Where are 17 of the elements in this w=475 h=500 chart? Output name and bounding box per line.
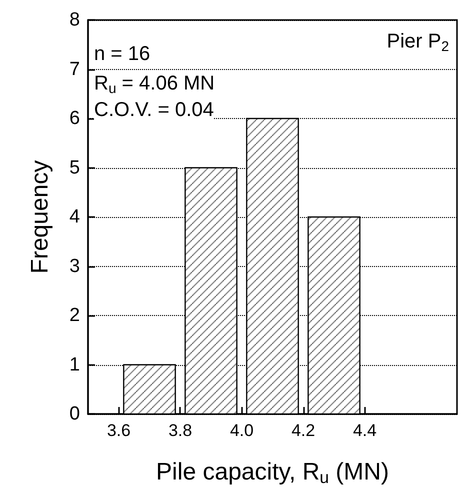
- x-tick-label: 3.8: [168, 421, 192, 440]
- x-tick-label: 3.6: [106, 421, 131, 440]
- annotation: C.O.V. = 0.04: [94, 99, 214, 121]
- y-tick-label: 0: [69, 404, 80, 424]
- y-tick-label: 5: [69, 157, 80, 178]
- annotation: n = 16: [94, 43, 150, 65]
- y-axis-title: Frequency: [26, 160, 54, 274]
- x-tick-label: 4.4: [352, 421, 377, 440]
- y-tick-label: 2: [69, 305, 80, 326]
- x-tick-label: 4.2: [291, 421, 316, 440]
- y-tick-label: 1: [69, 354, 80, 376]
- y-tick-label: 7: [69, 58, 80, 80]
- y-tick-label: 8: [69, 10, 80, 30]
- y-tick-label: 4: [69, 206, 80, 228]
- y-tick-label: 3: [69, 256, 80, 277]
- x-tick-label: 4.0: [230, 421, 254, 440]
- y-tick-label: 6: [69, 108, 80, 129]
